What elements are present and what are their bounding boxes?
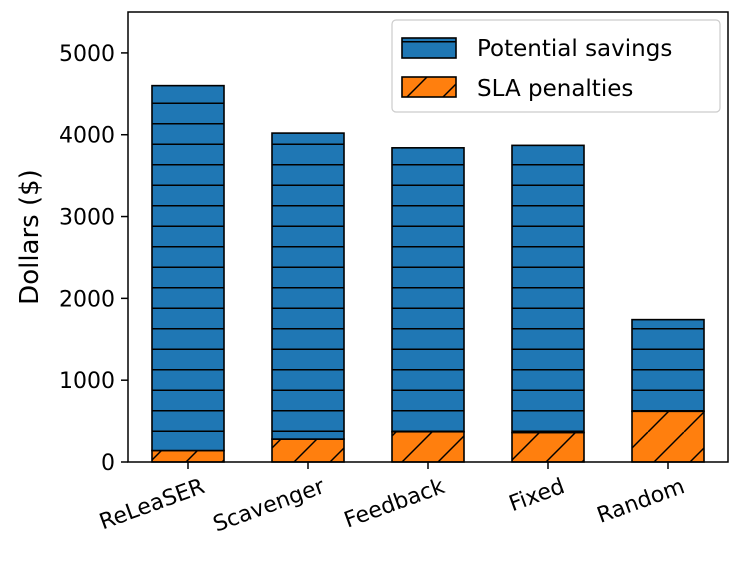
x-tick-label-fixed: Fixed	[506, 474, 568, 517]
y-tick-label: 1000	[59, 369, 115, 394]
bar-potential-savings-feedback	[391, 147, 465, 433]
y-axis-label: Dollars ($)	[15, 169, 45, 305]
bar-sla-penalties-scavenger	[271, 438, 345, 463]
bar-potential-savings-random	[631, 318, 705, 413]
bar-potential-savings-scavenger	[271, 132, 345, 440]
legend-label-potential-savings: Potential savings	[477, 36, 672, 62]
x-tick-label-scavenger: Scavenger	[210, 474, 329, 538]
x-tick-label-feedback: Feedback	[341, 474, 448, 533]
y-tick-label: 5000	[59, 42, 115, 67]
x-tick-label-releaser: ReLeaSER	[96, 474, 208, 535]
bars-layer	[151, 84, 705, 463]
y-tick-label: 2000	[59, 287, 115, 312]
y-axis: 0 1000 2000 3000 4000 5000	[59, 42, 128, 476]
y-tick-label: 4000	[59, 124, 115, 149]
bar-sla-penalties-feedback	[391, 430, 465, 463]
legend: Potential savings SLA penalties	[391, 19, 721, 113]
legend-swatch-sla-penalties	[401, 76, 457, 98]
bar-sla-penalties-fixed	[511, 431, 585, 463]
bar-potential-savings-fixed	[511, 144, 585, 434]
legend-frame	[391, 19, 721, 113]
legend-swatch-potential-savings	[401, 37, 457, 59]
y-tick-label: 0	[101, 451, 115, 476]
bar-potential-savings-releaser	[151, 84, 225, 452]
bar-sla-penalties-random	[631, 410, 705, 463]
x-tick-label-random: Random	[594, 474, 688, 529]
y-tick-label: 3000	[59, 206, 115, 231]
x-axis: ReLeaSER Scavenger Feedback Fixed Random	[96, 462, 688, 538]
legend-label-sla-penalties: SLA penalties	[477, 76, 633, 102]
bar-sla-penalties-releaser	[151, 449, 225, 463]
